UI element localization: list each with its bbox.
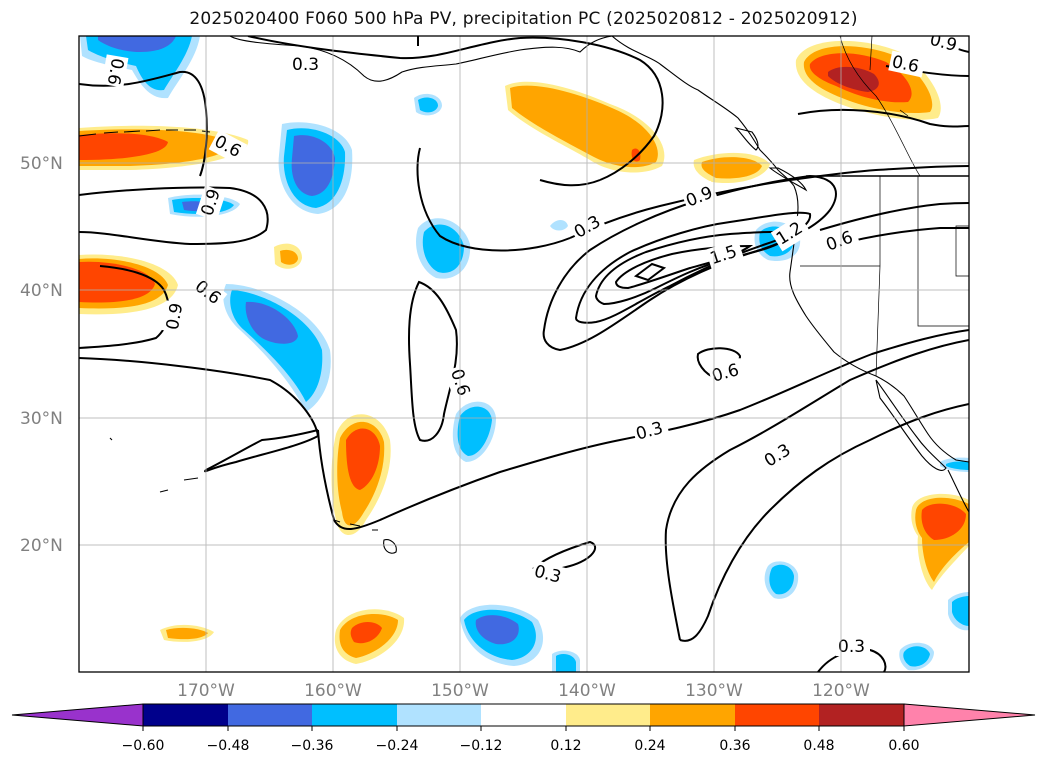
colorbar-tick-label: −0.48 [207,738,250,754]
lat-label: 40°N [20,281,63,301]
colorbar: −0.60 −0.48 −0.36 −0.24 −0.12 0.12 0.24 … [11,703,1036,754]
colorbar-tick-label: 0.12 [550,738,581,754]
colorbar-segment [819,704,904,726]
map-frame [78,35,970,673]
colorbar-tick-label: −0.36 [291,738,334,754]
lat-label: 20°N [20,536,63,556]
contour-label: 0.6 [103,56,127,86]
contour-label: 0.9 [163,301,187,331]
colorbar-segment [735,704,819,726]
colorbar-segment [312,704,397,726]
precip-negative-region [416,218,471,279]
colorbar-tick-label: −0.12 [460,738,503,754]
precip-positive-region [274,243,302,269]
colorbar-segment [481,704,566,726]
colorbar-extend-high [903,703,1036,727]
precip-negative-region [278,122,353,214]
precip-negative-region [764,561,799,599]
colorbar-tick-label: −0.60 [122,738,165,754]
contour-labels: 0.3 0.6 0.9 0.6 0.9 0.6 0.6 0.9 0.3 0.9 … [101,30,963,657]
colorbar-segment [228,704,312,726]
colorbar-tick-label: −0.24 [376,738,419,754]
colorbar-segment [143,704,228,726]
precip-positive-region [693,152,770,184]
colorbar-segment [566,704,650,726]
precip-negative-region [899,642,934,671]
colorbar-segment [397,704,481,726]
precip-positive-region [911,493,969,590]
colorbar-tick-label: 0.48 [803,738,834,754]
latitude-labels: 50°N 40°N 30°N 20°N [20,154,63,556]
lon-label: 150°W [431,681,489,701]
lon-label: 160°W [304,681,362,701]
lon-label: 140°W [558,681,616,701]
contour-label: 0.9 [928,30,959,56]
precip-positive-region [331,414,391,535]
precip-positive-region [334,609,405,664]
precip-negative-region [452,401,496,462]
precip-negative-region [223,284,331,412]
colorbar-tick-label: 0.36 [719,738,750,754]
precip-negative-region [414,93,442,116]
contour-label: 0.3 [292,55,319,75]
lon-label: 130°W [685,681,743,701]
lat-label: 50°N [20,154,63,174]
colorbar-tick-label: 0.24 [634,738,665,754]
lon-label: 170°W [177,681,235,701]
colorbar-tick-label: 0.60 [888,738,919,754]
contour-label: 0.3 [838,637,865,657]
lon-label: 120°W [812,681,870,701]
gridlines [79,36,969,672]
map-title: 2025020400 F060 500 hPa PV, precipitatio… [189,9,858,29]
colorbar-segment [650,704,735,726]
colorbar-extend-low [11,703,144,727]
precip-negative-region [948,592,969,631]
longitude-labels: 170°W 160°W 150°W 140°W 130°W 120°W [177,681,870,701]
precip-positive-region [160,624,214,642]
precip-negative-region [550,220,568,231]
precip-negative-region [552,650,580,672]
lat-label: 30°N [20,409,63,429]
precip-negative-region [460,604,544,666]
